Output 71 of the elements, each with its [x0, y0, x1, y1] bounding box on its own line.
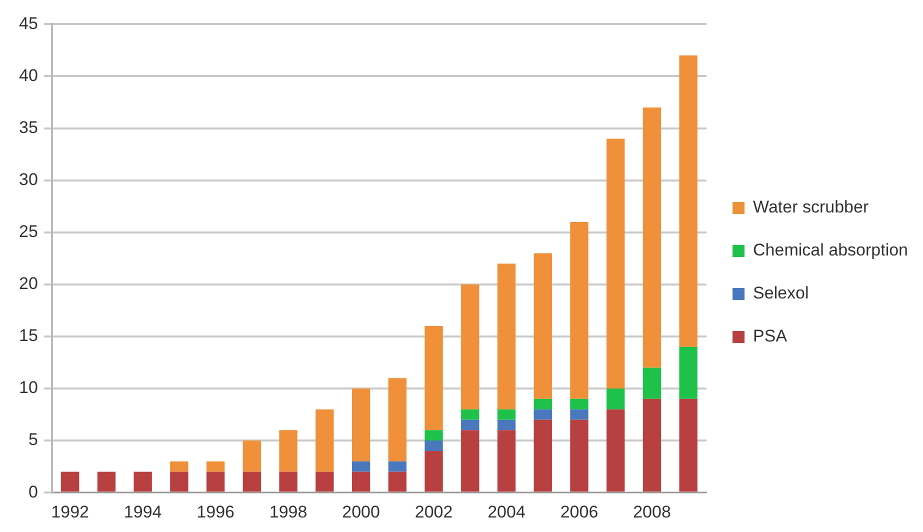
- bar: [534, 398, 552, 410]
- y-tick-label: 5: [28, 430, 38, 450]
- bar: [134, 472, 152, 492]
- bar: [679, 55, 698, 347]
- bar: [61, 472, 80, 492]
- bar: [316, 472, 334, 492]
- x-tick-label: 1996: [196, 502, 234, 522]
- y-tick-label: 35: [18, 118, 38, 137]
- y-tick-label: 20: [18, 274, 38, 294]
- bar: [461, 430, 480, 492]
- bar: [570, 222, 588, 399]
- x-tick-label: 1992: [51, 502, 90, 522]
- bar: [352, 388, 370, 462]
- x-tick-label: 2004: [488, 502, 526, 522]
- y-tick-label: 40: [18, 66, 38, 85]
- bar: [170, 472, 188, 492]
- bar: [206, 461, 225, 472]
- legend-label: Water scrubber: [753, 198, 869, 217]
- x-tick-label: 2006: [560, 502, 598, 522]
- x-tick-label: 2002: [414, 502, 453, 522]
- x-tick-label: 2008: [633, 502, 671, 522]
- bar: [279, 430, 298, 472]
- bar: [497, 420, 516, 430]
- bar: [424, 450, 443, 492]
- y-tick-label: 10: [18, 378, 38, 398]
- bar: [534, 409, 552, 420]
- bar: [570, 398, 588, 410]
- bar: [606, 138, 625, 389]
- legend-label: Chemical absorption: [753, 240, 908, 260]
- bar: [316, 409, 334, 472]
- bar: [570, 409, 588, 420]
- bar: [534, 420, 552, 492]
- bar: [242, 472, 262, 492]
- bar: [570, 420, 588, 492]
- bar: [206, 472, 225, 492]
- y-tick-label: 15: [18, 326, 38, 346]
- bar: [461, 420, 480, 430]
- legend-label: PSA: [753, 326, 788, 346]
- bar: [242, 440, 262, 472]
- bar: [679, 398, 698, 492]
- x-tick-label: 2000: [342, 502, 380, 522]
- bar: [679, 346, 698, 399]
- bar: [461, 409, 480, 420]
- y-tick-label: 45: [18, 14, 38, 33]
- bar: [497, 430, 516, 492]
- bar: [461, 284, 480, 410]
- bar: [424, 430, 443, 441]
- x-tick-label: 1994: [124, 502, 162, 522]
- bar: [642, 398, 662, 492]
- bar: [170, 461, 188, 472]
- y-tick-label: 25: [18, 222, 38, 242]
- bar: [534, 253, 552, 399]
- bar: [388, 472, 406, 492]
- bar: [388, 461, 406, 472]
- bar: [642, 107, 662, 368]
- legend-label: Selexol: [753, 284, 809, 303]
- bar: [279, 472, 298, 492]
- bar: [388, 378, 406, 462]
- y-tick-label: 30: [18, 170, 38, 190]
- bar: [352, 472, 370, 492]
- bar: [424, 326, 443, 430]
- bar: [606, 388, 625, 410]
- bar: [424, 440, 443, 451]
- bar: [606, 409, 625, 492]
- bar: [497, 409, 516, 420]
- bar: [97, 472, 116, 492]
- x-tick-label: 1998: [269, 502, 308, 522]
- y-tick-label: 0: [28, 482, 38, 502]
- bar: [352, 461, 370, 472]
- bar: [642, 368, 662, 399]
- bar: [497, 264, 516, 410]
